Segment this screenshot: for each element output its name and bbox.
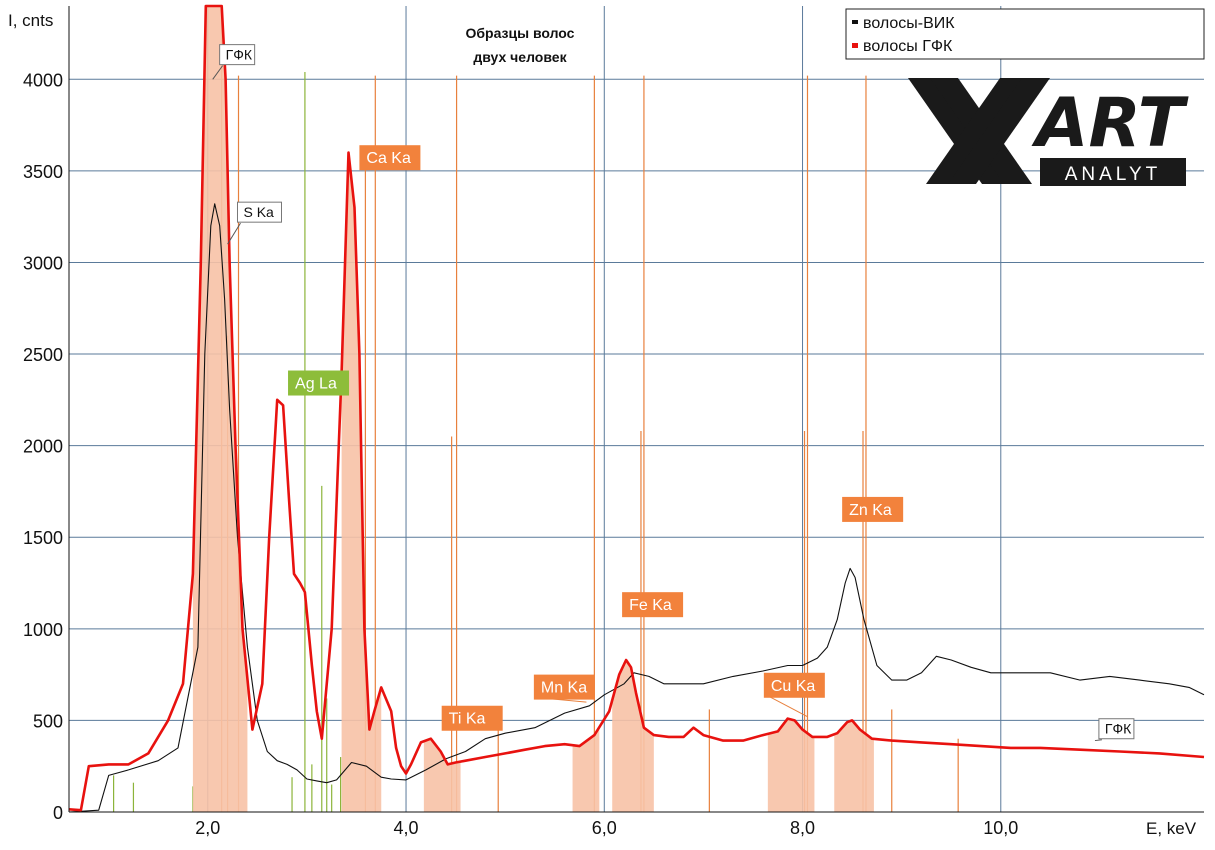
y-tick-label-1: 500 [33,711,63,731]
y-tick-label-0: 0 [53,803,63,823]
annotation-3: Ca Ka [359,145,421,171]
annotation-1: S Ka [227,201,282,245]
annotation-2: Ag La [288,370,350,396]
annotation-box-8 [842,496,904,522]
annotation-box-6 [622,592,684,618]
legend-swatch-red [852,43,858,48]
annotation-box-9 [1098,718,1135,740]
series-line-0 [68,203,1205,813]
annotation-label-0: ГФК [226,47,253,63]
fill-region-6 [834,720,874,812]
annotation-box-2 [288,370,350,396]
annotation-9: ГФК [1094,718,1135,742]
grid [69,6,1204,812]
logo-brand-text: ART [1031,84,1189,163]
logo-bar [1040,158,1186,186]
y-axis-label: I, cnts [8,11,53,30]
x-axis-label: E, keV [1146,819,1197,838]
legend-box [845,8,1205,60]
annotation-label-9: ГФК [1105,721,1132,737]
y-tick-label-7: 3500 [23,162,63,182]
x-tick-label-4: 10,0 [983,818,1018,838]
y-tick-label-4: 2000 [23,437,63,457]
x-tick-label-3: 8,0 [790,818,815,838]
chart-title-line-2: двух человек [473,49,567,65]
logo-x-stroke-3 [926,78,1028,184]
annotation-box-4 [441,705,503,731]
fill-region-5 [767,718,815,812]
annotation-box-7 [763,672,825,698]
legend-label-vik: волосы-ВИК [863,15,955,32]
fill-region-3 [572,727,600,812]
annotation-5: Mn Ka [533,674,595,703]
y-tick-label-2: 1000 [23,620,63,640]
xart-analyt-logo: ART ANALYT [908,78,1189,186]
chart-title-line-1: Образцы волос [466,25,575,41]
annotation-0: ГФК [212,44,256,80]
axes: 0 500 1000 1500 2000 2500 3000 3500 4000 2,0 4,0 6,… [23,6,1204,838]
annotation-label-1: S Ka [243,204,274,220]
annotation-leader-1 [227,222,241,245]
annotation-box-3 [359,145,421,171]
peak-annotations: ГФК S Ka Ag La Ca Ka Ti Ka Mn Ka Fe Ka Cu Ka Zn … [212,44,1135,742]
annotation-label-7: Cu Ka [771,678,816,695]
y-tick-label-6: 3000 [23,253,63,273]
annotation-label-5: Mn Ka [541,680,587,697]
annotation-leader-9 [1094,739,1102,742]
annotation-label-4: Ti Ka [449,711,486,728]
x-tick-label-1: 4,0 [394,818,419,838]
series-lines [68,4,1205,813]
annotation-label-8: Zn Ka [849,502,892,519]
annotation-box-0 [219,44,256,66]
y-tick-label-5: 2500 [23,345,63,365]
legend-swatch-black [852,20,858,24]
logo-x-stroke-4 [948,78,1050,184]
annotation-7: Cu Ka [763,672,825,718]
annotation-label-2: Ag La [295,376,337,393]
legend-label-gfk: волосы ГФК [863,38,953,55]
annotation-4: Ti Ka [441,705,503,731]
y-tick-label-8: 4000 [23,70,63,90]
annotation-box-1 [236,201,282,223]
x-tick-label-2: 6,0 [592,818,617,838]
annotation-8: Zn Ka [842,496,904,522]
legend: волосы-ВИК волосы ГФК [845,8,1205,60]
annotation-6: Fe Ka [622,592,684,618]
annotation-leader-7 [767,695,808,718]
annotation-label-6: Fe Ka [629,597,672,614]
logo-sub-text: ANALYT [1065,164,1162,185]
annotation-leader-0 [212,65,224,80]
peak-fill-regions [192,6,874,812]
x-tick-label-0: 2,0 [195,818,220,838]
fill-region-4 [612,659,654,812]
fill-region-0 [192,6,248,812]
annotation-box-5 [533,674,595,700]
fill-region-2 [423,738,461,812]
series-line-1 [68,4,1205,812]
y-tick-label-3: 1500 [23,528,63,548]
annotation-label-3: Ca Ka [366,150,411,167]
